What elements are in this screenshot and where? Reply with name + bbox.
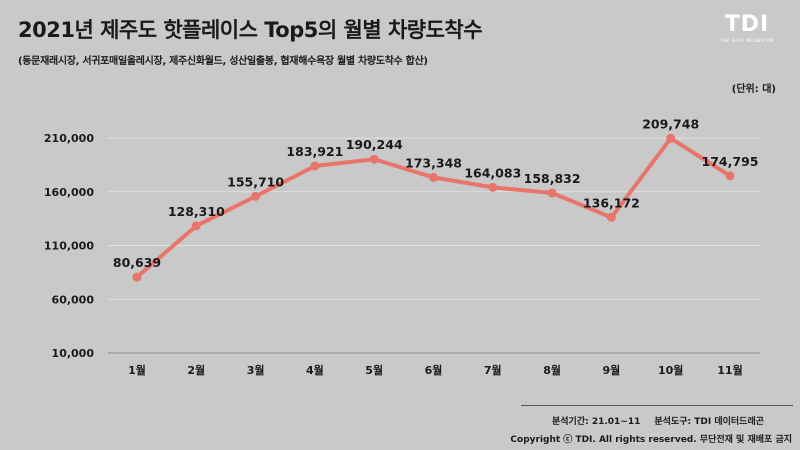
- y-tick-label: 110,000: [44, 240, 94, 253]
- x-tick-label: 11월: [717, 363, 742, 377]
- y-axis-ticks: 10,000 60,000 110,000 160,000 210,000: [44, 132, 94, 360]
- data-point: [191, 221, 201, 231]
- data-point: [251, 191, 261, 201]
- footer-divider: [521, 405, 793, 406]
- x-tick-label: 1월: [128, 363, 146, 377]
- data-label: 173,348: [405, 155, 462, 170]
- data-label: 209,748: [642, 116, 699, 131]
- data-point: [666, 133, 676, 143]
- data-label: 190,244: [346, 137, 403, 152]
- data-label: 80,639: [113, 255, 161, 270]
- y-tick-label: 210,000: [44, 132, 94, 145]
- x-tick-label: 2월: [187, 363, 205, 377]
- x-tick-label: 3월: [247, 363, 265, 377]
- logo-mark: TDI: [724, 12, 770, 37]
- data-point: [725, 171, 735, 181]
- data-label: 158,832: [524, 171, 581, 186]
- x-tick-label: 6월: [425, 363, 443, 377]
- data-label: 128,310: [168, 204, 225, 219]
- data-label: 174,795: [702, 154, 759, 169]
- copyright-notice: Copyright ⓒ TDI. All rights reserved. 무단…: [510, 435, 792, 445]
- data-label: 164,083: [464, 165, 521, 180]
- data-point: [310, 161, 320, 171]
- data-point: [429, 172, 438, 182]
- data-point: [488, 182, 498, 192]
- data-label: 136,172: [583, 195, 640, 210]
- data-point: [369, 154, 379, 164]
- tdi-logo: TDI THE DATA INCUBATOR: [710, 12, 784, 44]
- gridlines: [108, 137, 760, 300]
- x-tick-label: 9월: [603, 363, 621, 377]
- y-tick-label: 10,000: [52, 347, 95, 360]
- footer-meta: 분석기간: 21.01~11 분석도구: TDI 데이터드래곤: [552, 414, 764, 427]
- x-axis-ticks: 1월 2월 3월 4월 5월 6월 7월 8월 9월 10월 11월: [128, 363, 743, 377]
- data-label: 183,921: [286, 144, 343, 159]
- y-tick-label: 60,000: [52, 293, 95, 306]
- analysis-tool: 분석도구: TDI 데이터드래곤: [654, 417, 764, 427]
- analysis-period: 분석기간: 21.01~11: [551, 417, 641, 427]
- unit-label: (단위: 대): [731, 84, 776, 95]
- data-point: [132, 272, 142, 282]
- chart-subtitle: (동문재래시장, 서귀포매일올레시장, 제주신화월드, 성산일출봉, 협재해수욕…: [18, 56, 428, 67]
- x-tick-label: 10월: [658, 363, 683, 377]
- data-point: [547, 188, 557, 198]
- x-tick-label: 5월: [365, 363, 383, 377]
- data-points: [132, 133, 735, 282]
- x-tick-label: 4월: [306, 363, 324, 377]
- y-tick-label: 160,000: [44, 186, 94, 199]
- logo-tagline: THE DATA INCUBATOR: [720, 38, 774, 43]
- x-tick-label: 7월: [484, 363, 502, 377]
- chart-title: 2021년 제주도 핫플레이스 Top5의 월별 차량도착수: [18, 18, 483, 42]
- data-point: [606, 212, 616, 222]
- x-tick-label: 8월: [543, 363, 561, 377]
- data-label: 155,710: [227, 174, 284, 189]
